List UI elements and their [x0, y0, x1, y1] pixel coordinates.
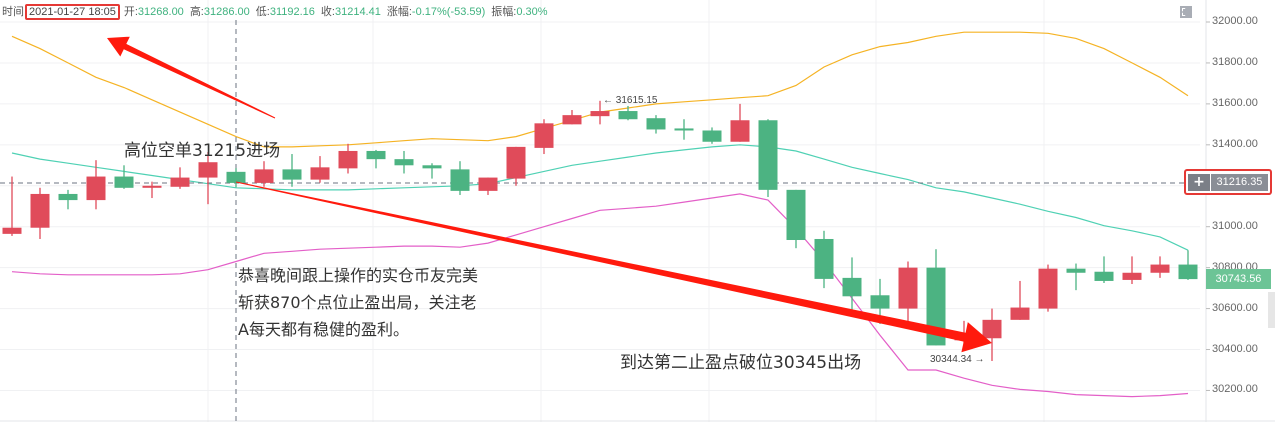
candle-body — [170, 177, 190, 187]
price-tick-label: 30200.00 — [1212, 383, 1258, 396]
candle-body — [982, 319, 1002, 339]
high-value: 31286.00 — [203, 6, 250, 18]
crosshair-price: 31216.35 — [1211, 174, 1268, 191]
candle-body — [310, 167, 330, 180]
candle-body — [758, 120, 778, 190]
candle-body — [2, 227, 22, 234]
price-tick-label: 31800.00 — [1212, 55, 1258, 68]
message-annotation: 恭喜晚间跟上操作的实仓币友完美 斩获870个点位止盈出局，关注老 A每天都有稳健… — [238, 262, 568, 343]
candle-body — [870, 295, 890, 309]
candle-body — [618, 111, 638, 120]
boll-lower-line — [11, 193, 1189, 398]
crosshair-price-tag: + 31216.35 — [1184, 169, 1272, 195]
candle-body — [282, 169, 302, 180]
ohlc-info-bar: 时间 2021-01-27 18:05 开:31268.00 高:31286.00 低:… — [2, 3, 554, 20]
candle-body — [786, 189, 806, 241]
change-label: 涨幅: — [386, 6, 412, 18]
max-price-label: ← 31615.15 — [603, 95, 658, 106]
candle-body — [590, 111, 610, 117]
open-label: 开: — [123, 6, 138, 18]
change-value: -0.17%(-53.59) — [411, 6, 486, 18]
boll-upper-line — [11, 31, 1189, 148]
candle-body — [1010, 307, 1030, 320]
candle-body — [394, 159, 414, 166]
message-line: 恭喜晚间跟上操作的实仓币友完美 — [238, 266, 479, 285]
candle-body — [674, 128, 694, 131]
candle-body — [1122, 272, 1142, 280]
candle-body — [142, 185, 162, 188]
price-tick-label: 32000.00 — [1212, 15, 1258, 27]
price-tick-label: 31000.00 — [1212, 219, 1258, 232]
arrow-to-exit-icon — [235, 181, 992, 353]
candle-body — [114, 176, 134, 188]
add-alert-button[interactable]: + — [1188, 174, 1210, 191]
candle-body — [562, 115, 582, 125]
candle-body — [506, 146, 526, 179]
price-tick-label: 31400.00 — [1212, 137, 1258, 150]
exit-annotation: 到达第二止盈点破位30345出场 — [620, 353, 862, 373]
message-line: A每天都有稳健的盈利。 — [238, 320, 409, 339]
candle-body — [1038, 268, 1058, 309]
candle-body — [338, 150, 358, 169]
candle-body — [226, 171, 246, 183]
amplitude-value: 0.30% — [516, 6, 548, 18]
time-value: 2021-01-27 18:05 — [25, 4, 120, 20]
scrollbar[interactable] — [1268, 292, 1275, 328]
low-label: 低: — [255, 6, 270, 18]
candle-body — [450, 169, 470, 191]
arrow-to-time-icon — [107, 36, 276, 119]
fullscreen-icon[interactable] — [1180, 6, 1192, 18]
amplitude-label: 振幅: — [491, 6, 517, 18]
candle-body — [842, 277, 862, 297]
candle-body — [1066, 268, 1086, 273]
min-price-label: 30344.34 → — [930, 354, 985, 365]
price-tick-label: 31600.00 — [1212, 96, 1258, 109]
candle-body — [1178, 264, 1198, 280]
low-value: 31192.16 — [269, 6, 315, 18]
candle-body — [814, 238, 834, 279]
candle-body — [646, 118, 666, 130]
candle-body — [478, 177, 498, 191]
candle-body — [30, 193, 50, 228]
candle-body — [58, 193, 78, 201]
candle-body — [1094, 271, 1114, 281]
candle-body — [198, 162, 218, 178]
candle-body — [898, 267, 918, 309]
candle-body — [86, 176, 106, 201]
candle-body — [730, 120, 750, 142]
price-tick-label: 30400.00 — [1212, 342, 1258, 355]
entry-annotation: 高位空单31215进场 — [124, 141, 281, 161]
high-label: 高: — [189, 6, 204, 18]
message-line: 斩获870个点位止盈出局，关注老 — [238, 293, 477, 312]
candle-body — [702, 130, 722, 142]
candle-body — [422, 165, 442, 169]
time-label: 时间 — [2, 6, 24, 18]
close-value: 31214.41 — [334, 6, 381, 18]
candle-body — [534, 123, 554, 148]
price-tick-label: 30600.00 — [1212, 301, 1258, 314]
last-price-tag: 30743.56 — [1206, 269, 1271, 289]
candle-body — [1150, 264, 1170, 273]
close-label: 收: — [320, 6, 335, 18]
candle-body — [254, 169, 274, 183]
open-value: 31268.00 — [137, 6, 184, 18]
candle-body — [366, 150, 386, 160]
